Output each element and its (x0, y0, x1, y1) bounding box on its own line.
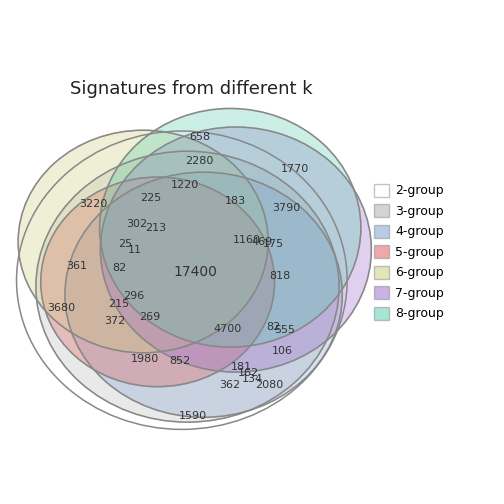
Text: 82: 82 (112, 263, 126, 273)
Text: 183: 183 (225, 196, 246, 206)
Text: 106: 106 (271, 346, 292, 356)
Text: 362: 362 (220, 380, 241, 390)
Title: Signatures from different k: Signatures from different k (70, 81, 313, 98)
Text: 181: 181 (231, 362, 252, 372)
Text: 175: 175 (263, 239, 284, 249)
Text: 215: 215 (108, 299, 130, 309)
Legend: 2-group, 3-group, 4-group, 5-group, 6-group, 7-group, 8-group: 2-group, 3-group, 4-group, 5-group, 6-gr… (374, 183, 444, 321)
Text: 269: 269 (139, 311, 160, 322)
Text: 82: 82 (267, 322, 281, 332)
Text: 25: 25 (118, 239, 133, 249)
Text: 1220: 1220 (171, 180, 199, 190)
Text: 658: 658 (189, 132, 210, 142)
Ellipse shape (100, 108, 361, 347)
Text: 555: 555 (275, 325, 295, 335)
Ellipse shape (18, 130, 268, 353)
Text: 11: 11 (128, 244, 142, 255)
Text: 134: 134 (242, 373, 264, 384)
Text: 3680: 3680 (47, 303, 75, 313)
Text: 469: 469 (252, 236, 273, 246)
Text: 213: 213 (145, 223, 166, 233)
Ellipse shape (41, 177, 275, 387)
Text: 1980: 1980 (131, 354, 159, 364)
Text: 225: 225 (141, 193, 162, 203)
Text: 3220: 3220 (79, 199, 107, 209)
Text: 3790: 3790 (273, 203, 301, 213)
Text: 17400: 17400 (173, 265, 218, 279)
Text: 1590: 1590 (179, 411, 207, 421)
Text: 162: 162 (237, 368, 259, 378)
Text: 1160: 1160 (232, 235, 261, 245)
Text: 372: 372 (104, 316, 125, 326)
Text: 302: 302 (126, 219, 147, 229)
Text: 296: 296 (123, 291, 144, 301)
Text: 1770: 1770 (281, 164, 309, 174)
Text: 2080: 2080 (255, 380, 283, 390)
Text: 852: 852 (169, 356, 190, 366)
Text: 4700: 4700 (214, 324, 242, 334)
Ellipse shape (100, 127, 371, 372)
Text: 818: 818 (270, 271, 291, 281)
Ellipse shape (65, 172, 342, 417)
Ellipse shape (36, 151, 339, 422)
Text: 2280: 2280 (185, 156, 214, 166)
Text: 361: 361 (67, 261, 88, 271)
